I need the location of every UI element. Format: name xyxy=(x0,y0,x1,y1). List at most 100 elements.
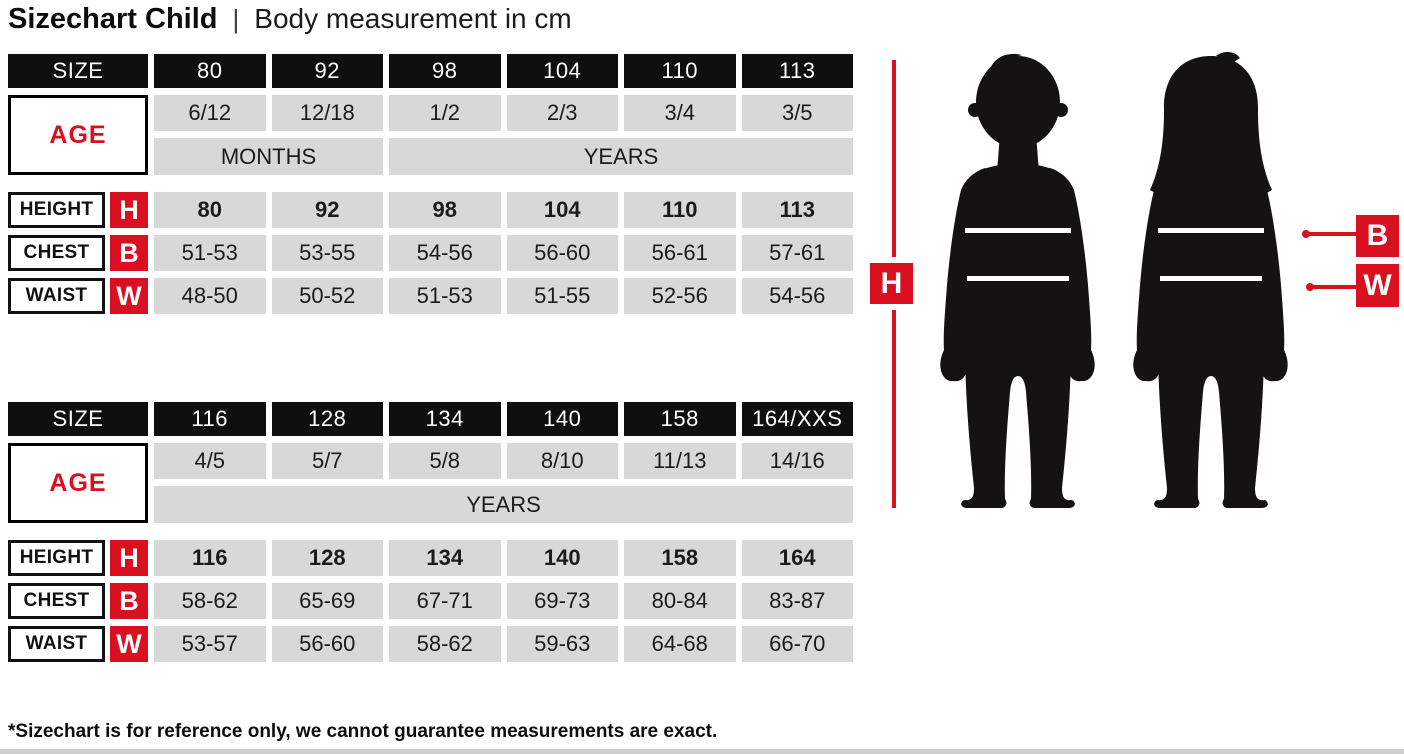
waist-label: WAIST xyxy=(8,626,105,662)
size-value-cell: 116 xyxy=(154,402,266,436)
waist-value-cell: 54-56 xyxy=(741,278,853,314)
height-value-cell: 113 xyxy=(741,192,853,228)
waist-value-cell: 48-50 xyxy=(154,278,266,314)
height-value-cell: 104 xyxy=(506,192,618,228)
waist-measure-line xyxy=(1310,285,1357,289)
waist-value-cell: 51-53 xyxy=(389,278,501,314)
waist-value-cell: 56-60 xyxy=(271,626,383,662)
height-value-cell: 158 xyxy=(624,540,736,576)
age-value-cell: 3/5 xyxy=(741,95,853,131)
waist-badge: W xyxy=(110,278,148,314)
size-value-cell: 104 xyxy=(506,54,618,88)
boy-silhouette xyxy=(940,53,1095,508)
bottom-divider xyxy=(0,749,1404,754)
height-badge: H xyxy=(110,540,148,576)
waist-value-cell: 66-70 xyxy=(741,626,853,662)
height-label: HEIGHT xyxy=(8,192,105,228)
boy-ear-right xyxy=(1054,103,1068,117)
waist-value-cell: 59-63 xyxy=(506,626,618,662)
size-header-cell: SIZE xyxy=(8,402,148,436)
bust-measure-line xyxy=(1306,232,1357,236)
chest-value-cell: 54-56 xyxy=(389,235,501,271)
height-row-label: HEIGHT H xyxy=(8,540,148,576)
waist-value-cell: 58-62 xyxy=(389,626,501,662)
waist-value-cell: 50-52 xyxy=(271,278,383,314)
size-value-cell: 98 xyxy=(389,54,501,88)
boy-torso-legs xyxy=(961,163,1075,508)
size-value-cell: 158 xyxy=(624,402,736,436)
size-table-1: SIZE 80 92 98 104 110 113 AGE 6/12 12/18… xyxy=(8,54,853,314)
chest-label: CHEST xyxy=(8,235,105,271)
girl-chest-line xyxy=(1158,228,1264,233)
waist-value-cell: 53-57 xyxy=(154,626,266,662)
waist-row-label: WAIST W xyxy=(8,626,148,662)
girl-silhouette xyxy=(1133,52,1288,508)
waist-row-label: WAIST W xyxy=(8,278,148,314)
size-table-1-header: SIZE 80 92 98 104 110 113 AGE 6/12 12/18… xyxy=(8,54,853,175)
boy-arm-left xyxy=(940,168,985,382)
height-badge: H xyxy=(110,192,148,228)
height-value-cell: 98 xyxy=(389,192,501,228)
size-value-cell: 80 xyxy=(154,54,266,88)
chest-value-cell: 51-53 xyxy=(154,235,266,271)
chest-value-cell: 80-84 xyxy=(624,583,736,619)
chest-badge: B xyxy=(110,235,148,271)
chest-value-cell: 65-69 xyxy=(271,583,383,619)
size-table-1-body: HEIGHT H 80 92 98 104 110 113 CHEST B 51… xyxy=(8,192,853,314)
unit-months-cell: MONTHS xyxy=(154,138,383,175)
size-value-cell: 140 xyxy=(506,402,618,436)
age-value-cell: 4/5 xyxy=(154,443,266,479)
boy-arm-right xyxy=(1050,168,1095,382)
height-value-cell: 110 xyxy=(624,192,736,228)
size-table-2-body: HEIGHT H 116 128 134 140 158 164 CHEST B… xyxy=(8,540,853,662)
age-value-cell: 5/8 xyxy=(389,443,501,479)
age-value-cell: 14/16 xyxy=(741,443,853,479)
waist-value-cell: 64-68 xyxy=(624,626,736,662)
height-row-label: HEIGHT H xyxy=(8,192,148,228)
height-measure-line-top xyxy=(892,60,896,257)
boy-head xyxy=(976,56,1060,148)
age-value-cell: 8/10 xyxy=(506,443,618,479)
chest-value-cell: 69-73 xyxy=(506,583,618,619)
chest-value-cell: 53-55 xyxy=(271,235,383,271)
chest-value-cell: 67-71 xyxy=(389,583,501,619)
title-subtitle: Body measurement in cm xyxy=(254,3,572,34)
boy-ear-left xyxy=(968,103,982,117)
age-value-cell: 2/3 xyxy=(506,95,618,131)
height-value-cell: 128 xyxy=(271,540,383,576)
height-measure-line-bottom xyxy=(892,310,896,508)
girl-hair xyxy=(1150,56,1272,195)
size-value-cell: 113 xyxy=(741,54,853,88)
disclaimer-note: *Sizechart is for reference only, we can… xyxy=(8,721,718,742)
height-value-cell: 164 xyxy=(741,540,853,576)
title-separator: | xyxy=(232,4,240,34)
waist-value-cell: 52-56 xyxy=(624,278,736,314)
girl-torso-legs xyxy=(1154,163,1268,508)
waist-measure-badge: W xyxy=(1356,264,1399,307)
age-value-cell: 1/2 xyxy=(389,95,501,131)
size-value-cell: 128 xyxy=(271,402,383,436)
age-header-cell: AGE xyxy=(8,443,148,523)
height-value-cell: 140 xyxy=(506,540,618,576)
size-table-2-header: SIZE 116 128 134 140 158 164/XXS AGE 4/5… xyxy=(8,402,853,523)
girl-arm-right xyxy=(1243,168,1288,382)
height-value-cell: 92 xyxy=(271,192,383,228)
chest-value-cell: 56-61 xyxy=(624,235,736,271)
height-value-cell: 134 xyxy=(389,540,501,576)
age-value-cell: 6/12 xyxy=(154,95,266,131)
chest-value-cell: 58-62 xyxy=(154,583,266,619)
girl-arm-left xyxy=(1133,168,1178,382)
size-value-cell: 164/XXS xyxy=(741,402,853,436)
boy-neck xyxy=(997,134,1039,172)
bust-measure-badge: B xyxy=(1356,215,1399,257)
age-value-cell: 3/4 xyxy=(624,95,736,131)
height-measure-badge: H xyxy=(870,263,913,304)
chest-badge: B xyxy=(110,583,148,619)
size-value-cell: 92 xyxy=(271,54,383,88)
girl-waist-line xyxy=(1160,276,1262,281)
unit-years-cell: YEARS xyxy=(389,138,853,175)
page-title: Sizechart Child | Body measurement in cm xyxy=(8,3,572,36)
height-value-cell: 116 xyxy=(154,540,266,576)
size-value-cell: 110 xyxy=(624,54,736,88)
chest-label: CHEST xyxy=(8,583,105,619)
